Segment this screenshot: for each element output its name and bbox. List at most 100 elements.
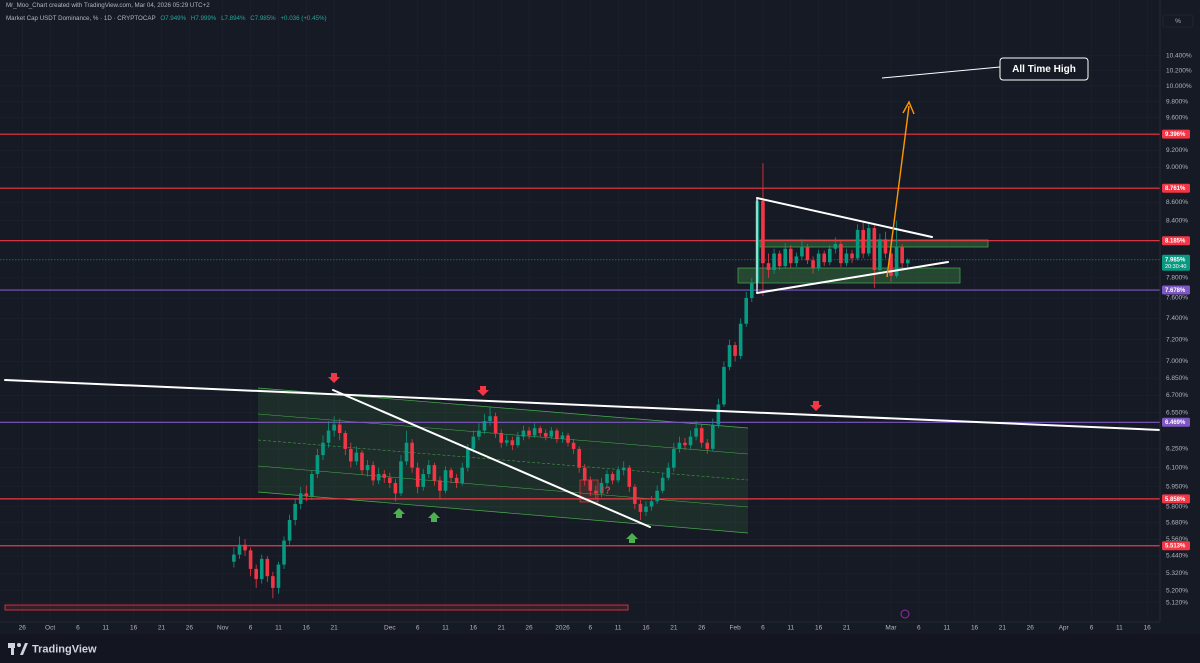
y-tick-label: 5.440% — [1166, 553, 1188, 560]
x-tick-label: 11 — [1116, 625, 1123, 632]
candle-body — [237, 544, 242, 555]
ohlc-open: O7.949% — [160, 15, 187, 22]
y-tick-label: 6.100% — [1166, 464, 1188, 471]
credit-text: Mr_Moo_Chart created with TradingView.co… — [6, 2, 210, 9]
candle-body — [772, 253, 776, 271]
candle-body — [805, 246, 810, 261]
brand-name: TradingView — [32, 643, 97, 655]
candle-body — [649, 501, 654, 507]
candle-body — [304, 493, 309, 496]
y-tick-label: 10.400% — [1166, 53, 1192, 60]
candle-body — [872, 228, 877, 271]
candle-body — [232, 554, 236, 562]
x-tick-label: 21 — [498, 625, 506, 632]
candle-body — [571, 442, 576, 449]
candle-body — [633, 486, 637, 504]
candle-body — [683, 442, 687, 446]
brand-logo — [8, 643, 28, 655]
candle-body — [421, 473, 426, 487]
x-tick-label: Nov — [217, 625, 229, 632]
candle-body — [521, 430, 526, 437]
candle-body — [326, 430, 331, 443]
candle-body — [454, 477, 459, 483]
candle-body — [365, 465, 370, 471]
candle-body — [282, 540, 286, 565]
candle-body — [488, 416, 492, 421]
candle-body — [644, 506, 648, 512]
candles — [0, 163, 1160, 599]
candle-body — [733, 345, 737, 356]
candle-body — [354, 452, 359, 462]
candle-body — [482, 420, 487, 431]
level-label-box — [1162, 285, 1190, 295]
x-tick-label: 21 — [158, 625, 166, 632]
x-tick-label: Mar — [885, 625, 897, 632]
candle-body — [298, 493, 303, 504]
callout-text: All Time High — [1012, 64, 1076, 75]
x-tick-label: 6 — [917, 625, 921, 632]
candle-body — [855, 229, 860, 259]
candle-body — [688, 436, 693, 446]
y-tick-label: 6.250% — [1166, 446, 1188, 453]
trend-line — [756, 197, 933, 238]
grid — [0, 0, 1160, 622]
candle-body — [493, 416, 498, 433]
y-tick-label: 8.600% — [1166, 199, 1188, 206]
ohlc-change: +0.036 (+0.45%) — [280, 15, 327, 22]
x-tick-label: 16 — [815, 625, 823, 632]
candle-body — [766, 263, 771, 271]
candle-body — [538, 428, 542, 433]
candle-body — [427, 465, 431, 474]
x-tick-label: 21 — [843, 625, 851, 632]
candle-body — [844, 253, 849, 264]
candle-body — [750, 282, 754, 298]
callout-box — [999, 57, 1089, 81]
x-tick-label: 16 — [971, 625, 979, 632]
y-tick-label: 10.000% — [1166, 83, 1192, 90]
candle-body — [761, 200, 765, 264]
candle-body — [889, 253, 893, 276]
candle-body — [388, 477, 392, 483]
candle-body — [549, 430, 554, 437]
level-label: 6.469% — [1165, 420, 1186, 426]
candle-body — [655, 490, 659, 502]
candle-body — [393, 482, 398, 494]
candle-body — [415, 467, 420, 487]
candle-body — [788, 248, 793, 264]
x-tick-label: 11 — [442, 625, 449, 632]
candle-body — [259, 558, 264, 580]
candle-body — [516, 436, 520, 446]
candle-body — [577, 448, 581, 468]
candle-body — [310, 473, 314, 496]
candle-body — [666, 467, 671, 478]
x-tick-label: 6 — [588, 625, 592, 632]
last-price-label: 7.985% — [1165, 257, 1186, 263]
y-tick-label: 9.200% — [1166, 147, 1188, 154]
candle-body — [321, 442, 325, 456]
candle-body — [293, 503, 297, 520]
candle-body — [727, 345, 732, 367]
candle-body — [499, 432, 504, 443]
candle-body — [532, 428, 537, 436]
price-axis — [1160, 0, 1200, 634]
candle-body — [449, 470, 453, 478]
candle-body — [343, 432, 348, 449]
candle-body — [504, 440, 509, 443]
x-tick-label: 6 — [416, 625, 420, 632]
y-tick-label: 5.800% — [1166, 503, 1188, 510]
trend-line — [4, 379, 1161, 431]
candle-body — [287, 519, 292, 541]
y-tick-label: 6.850% — [1166, 375, 1188, 382]
candle-body — [332, 424, 336, 431]
candle-body — [560, 435, 565, 440]
y-tick-label: 7.200% — [1166, 336, 1188, 343]
y-tick-label: 7.000% — [1166, 358, 1188, 365]
x-tick-label: 6 — [76, 625, 80, 632]
candle-body — [839, 244, 843, 264]
level-label-box — [1162, 236, 1190, 246]
y-tick-label: 5.200% — [1166, 588, 1188, 595]
last-price-box — [1162, 254, 1190, 271]
